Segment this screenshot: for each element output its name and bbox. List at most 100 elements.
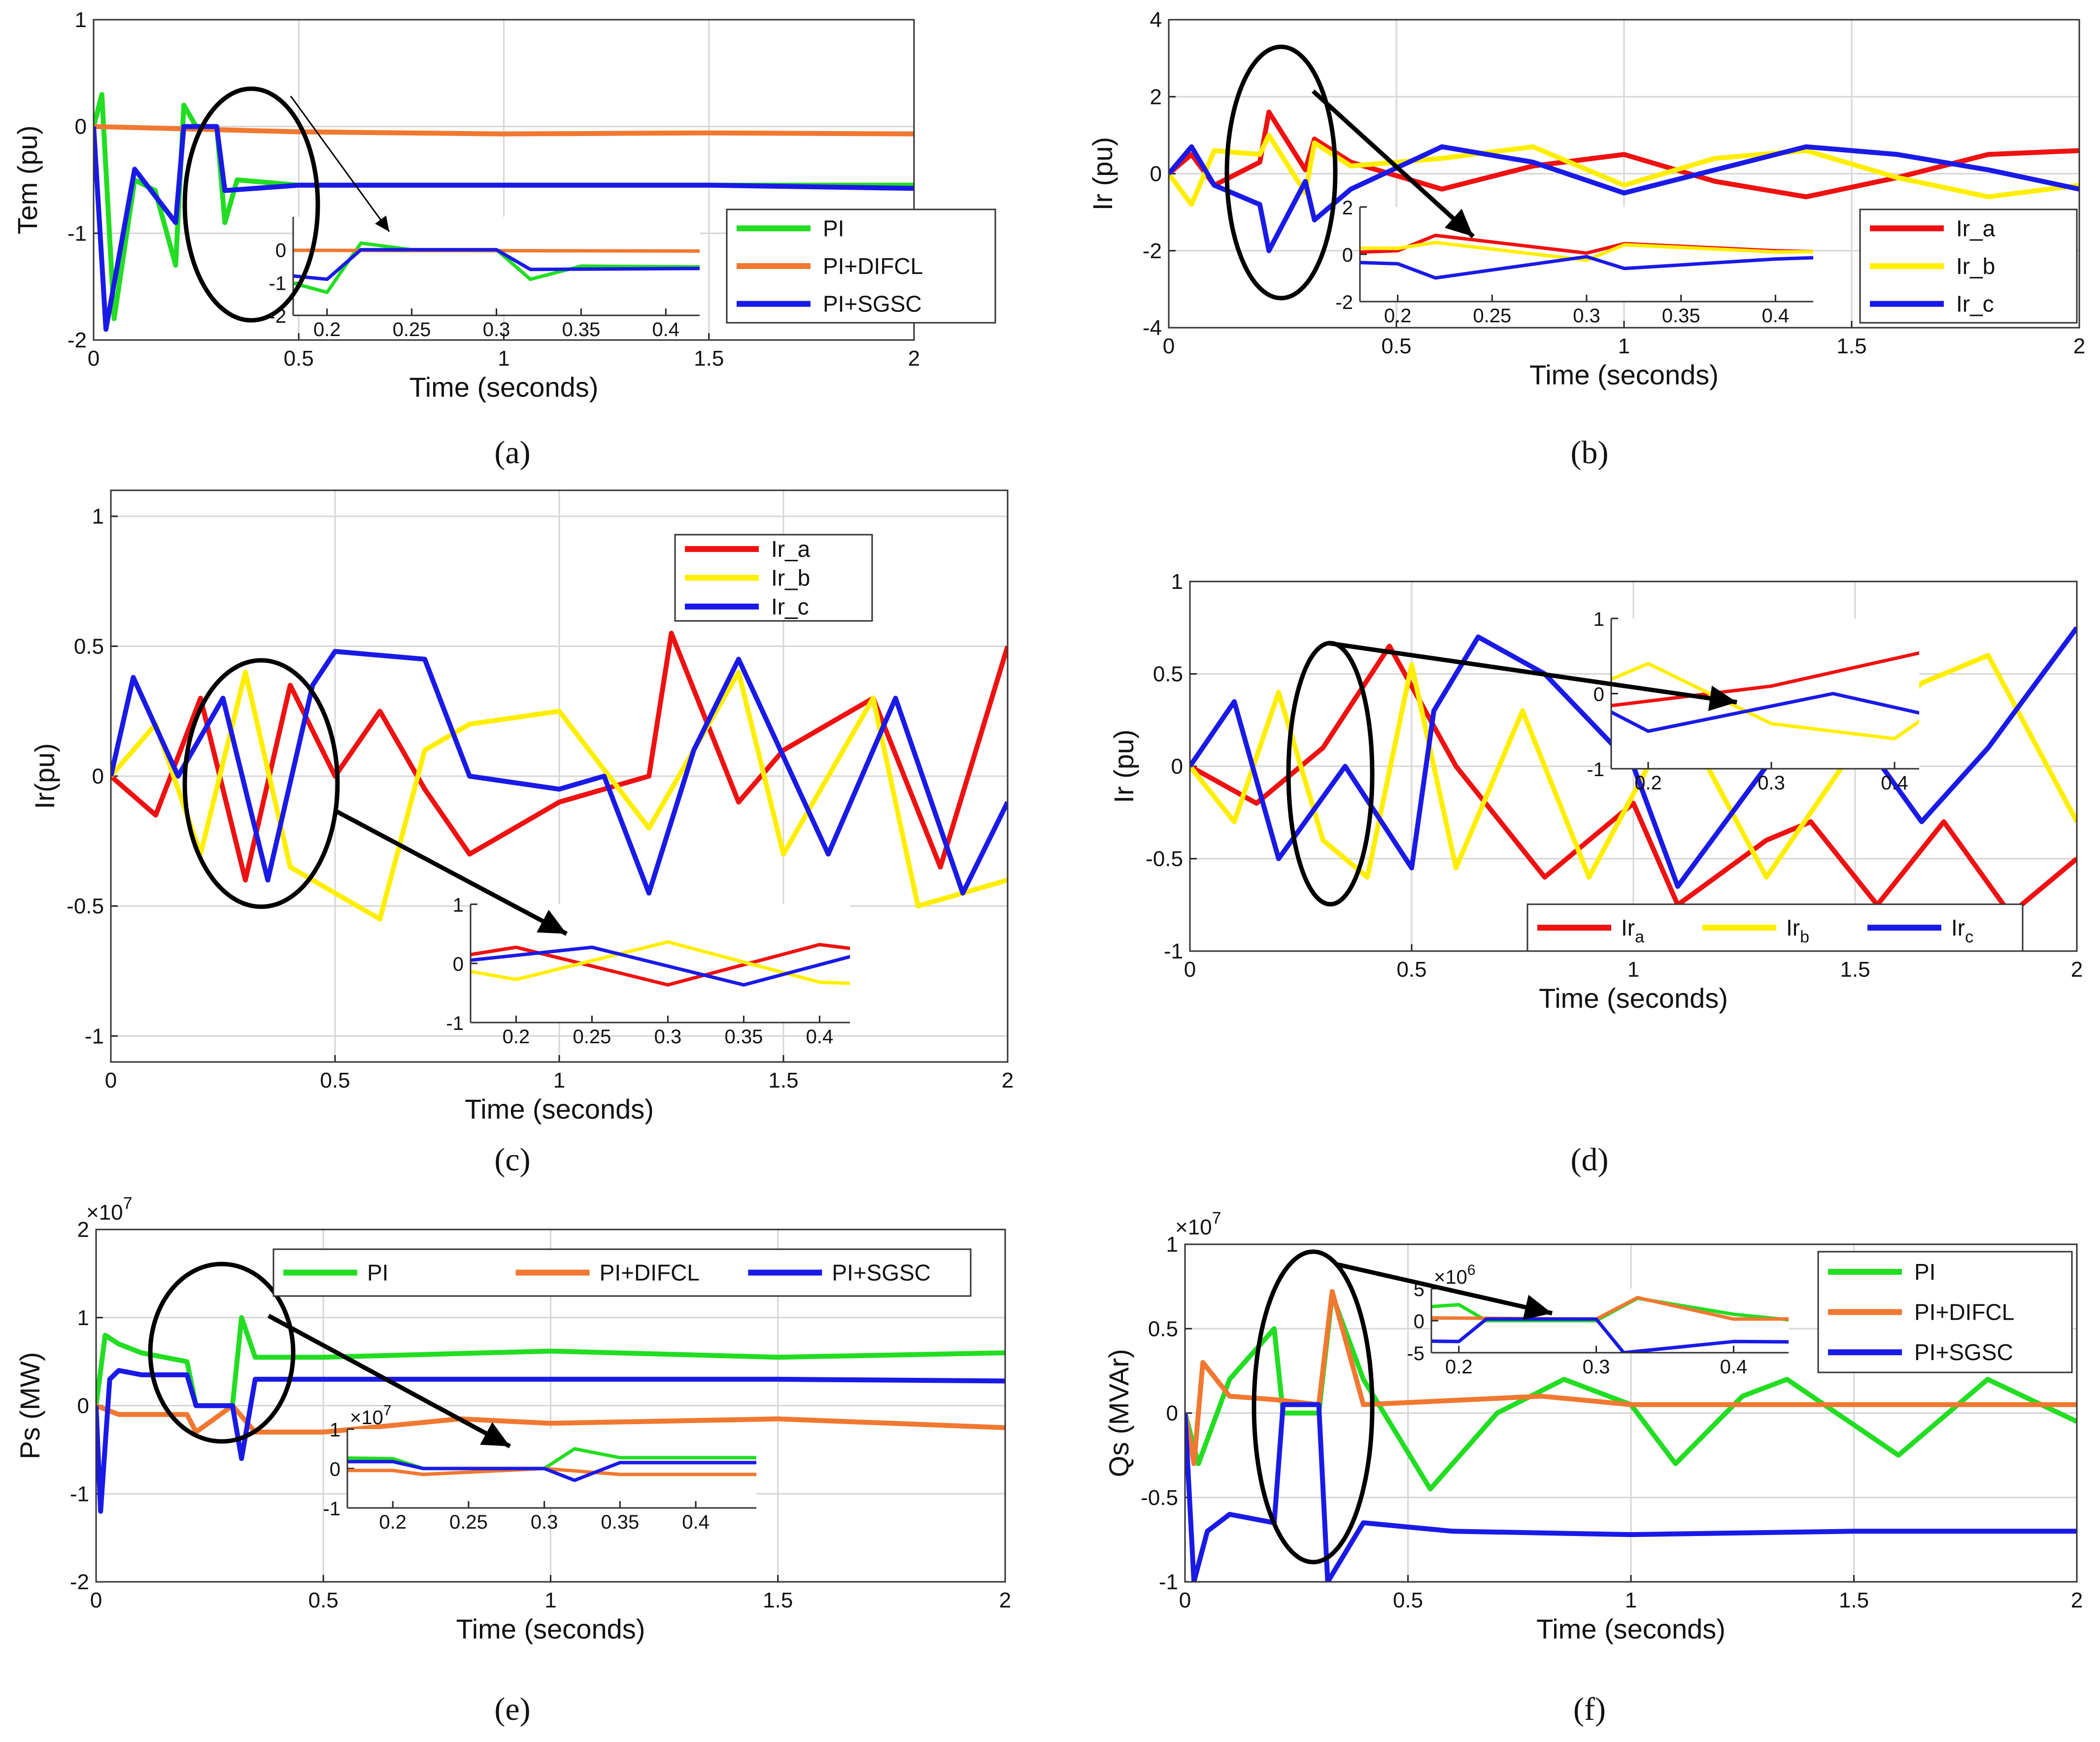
- panel-c-label: (c): [494, 1142, 530, 1178]
- chart-d-inset-ytick-label: 0: [1593, 684, 1604, 706]
- chart-a-xtick-label: 0: [88, 346, 100, 371]
- chart-c-zoom-arrow: [334, 809, 568, 936]
- chart-f-inset-series-3: [1431, 1317, 1789, 1353]
- chart-b-inset-xtick-label: 0.4: [1762, 305, 1790, 327]
- chart-d-zoom-arrow: [1327, 641, 1737, 705]
- chart-d-xlabel: Time (seconds): [1539, 983, 1728, 1014]
- chart-f-inset-series-group: [1431, 1296, 1789, 1353]
- chart-e-legend-label-1: PI: [367, 1260, 388, 1286]
- chart-d-ytick-label: 0: [1171, 754, 1183, 779]
- chart-f-legend-label-3: PI+SGSC: [1914, 1339, 2013, 1365]
- chart-f-xlabel: Time (seconds): [1536, 1613, 1726, 1644]
- chart-d-legend: Ira Irb Irc: [1526, 903, 2024, 952]
- chart-a-legend: PI PI+DIFCL PI+SGSC: [726, 208, 996, 324]
- chart-b-legend-label-1: Ir_a: [1956, 215, 1996, 241]
- chart-c-inset-series-1: [471, 943, 850, 987]
- chart-e-inset-xtick-label: 0.35: [601, 1511, 639, 1533]
- chart-b-legend: Ir_a Ir_b Ir_c: [1859, 208, 2078, 324]
- chart-f-xtick-label: 2: [2071, 1588, 2083, 1612]
- chart-b-ytick-label: 0: [1150, 162, 1162, 186]
- chart-e-xtick-label: 1: [544, 1588, 556, 1612]
- chart-a-ytick-label: -1: [68, 221, 87, 245]
- chart-b-legend-label-2: Ir_b: [1956, 253, 1995, 279]
- chart-c-inset-xtick-label: 0.4: [806, 1026, 834, 1048]
- chart-a-inset: 0.2 0.25 0.3 0.35 0.4-2-10: [269, 217, 700, 341]
- chart-a-inset-series-3: [293, 248, 700, 281]
- panel-f: (f): [1573, 1691, 1606, 1727]
- chart-c-legend-label-1: Ir_a: [771, 536, 811, 562]
- chart-a-ytick-label: -2: [68, 328, 87, 352]
- chart-e-ytick-label: 2: [77, 1218, 89, 1242]
- chart-e-ytick-label: -2: [70, 1570, 89, 1594]
- chart-b-inset: 0.2 0.25 0.3 0.35 0.4 -2 0 2: [1335, 197, 1813, 327]
- chart-a-frame: [93, 19, 915, 341]
- chart-e-zoom-ellipse: [148, 1262, 296, 1444]
- chart-d-inset-series-1: [1611, 651, 1919, 708]
- chart-b-ytick-label: 2: [1150, 85, 1162, 109]
- chart-d-ytick-label: -1: [1164, 939, 1183, 963]
- chart-c-legend: Ir_a Ir_b Ir_c: [674, 534, 873, 622]
- chart-c-ytick-label: -1: [85, 1024, 104, 1048]
- chart-a-zoom-arrowhead: [375, 215, 389, 232]
- chart-d-zoom-arrowhead: [1708, 685, 1737, 711]
- chart-e-exponent: ×107: [86, 1194, 133, 1225]
- chart-b-ytick-label: 4: [1150, 8, 1162, 32]
- chart-e-frame: [95, 1229, 1006, 1583]
- chart-e-legend: PI PI+DIFCL PI+SGSC: [272, 1248, 972, 1297]
- chart-e-ylabel: Ps (MW): [14, 1352, 45, 1460]
- chart-e-inset-series-3: [347, 1460, 756, 1482]
- chart-c-frame: [110, 489, 1009, 1063]
- chart-b-ylabel: Ir (pu): [1087, 137, 1118, 210]
- chart-f-ytick-label: 0.5: [1148, 1317, 1178, 1341]
- chart-d-inset-xtick-label: 0.3: [1758, 772, 1785, 794]
- chart-b-inset-ytick-label: 0: [1342, 244, 1353, 266]
- chart-f-series-1: [1185, 1292, 2077, 1492]
- chart-b-zoom-arrow: [1311, 89, 1475, 239]
- chart-d-inset-ytick-label: 1: [1593, 609, 1604, 630]
- chart-a-ylabel: Tem (pu): [12, 126, 43, 235]
- chart-c-xlabel: Time (seconds): [465, 1093, 654, 1125]
- chart-a-xtick-label: 1: [498, 346, 509, 371]
- chart-d-series-1: [1190, 644, 2077, 917]
- chart-c-xtick-label: 1: [553, 1068, 565, 1093]
- chart-b-ytick-label: -4: [1143, 316, 1162, 340]
- panel-e-label: (e): [494, 1691, 530, 1727]
- chart-e-inset-xtick-label: 0.3: [531, 1511, 558, 1533]
- chart-e-legend-box: [272, 1248, 972, 1297]
- chart-d-inset-series-group: [1611, 651, 1919, 741]
- chart-c-ytick-label: -0.5: [67, 894, 104, 919]
- panel-d: (d): [1571, 1142, 1609, 1178]
- chart-b: 0 0.5 1 1.5 2 -4 -2 0 2 4 Time (seconds) Ir (pu) 0.2…: [1087, 8, 2085, 390]
- chart-d-xtick-label: 1.5: [1840, 957, 1870, 982]
- chart-d-legend-sub-3: c: [1965, 928, 1973, 947]
- chart-d-ytick-label: 1: [1171, 570, 1183, 594]
- panel-e: (e): [494, 1691, 530, 1727]
- chart-f-exponent: ×107: [1175, 1209, 1221, 1239]
- chart-e-xtick-label: 0: [90, 1588, 102, 1612]
- chart-e-inset-ytick-label: 0: [330, 1459, 340, 1480]
- chart-c-inset: 0.2 0.25 0.3 0.35 0.4 -1 0 1: [446, 894, 850, 1048]
- chart-a-inset-xtick-label: 0.35: [562, 319, 600, 341]
- chart-f-ytick-label: -0.5: [1141, 1486, 1178, 1510]
- chart-c-ytick-label: 0.5: [74, 634, 104, 658]
- chart-a-legend-label-2: PI+DIFCL: [823, 253, 923, 279]
- chart-b-inset-ytick-label: -2: [1335, 292, 1353, 313]
- chart-e: 0 0.5 1 1.5 2 -2 -1 0 1 2 Time (seconds) Ps (MW) ×10…: [14, 1194, 1011, 1644]
- chart-c-zoom-arrowhead: [537, 910, 567, 934]
- chart-f-ytick-label: 0: [1166, 1401, 1178, 1426]
- chart-a-zoom-ellipse: [182, 86, 320, 323]
- chart-d-inset-xtick-label: 0.2: [1634, 772, 1662, 794]
- chart-c-inset-ytick-label: -1: [446, 1013, 464, 1034]
- panel-d-label: (d): [1571, 1142, 1609, 1178]
- chart-f-inset-series-2: [1431, 1296, 1789, 1321]
- chart-c-inset-xtick-label: 0.2: [503, 1026, 530, 1048]
- chart-a-series-2: [94, 124, 914, 137]
- chart-c-series-3: [111, 649, 1008, 896]
- chart-d-ytick-label: -0.5: [1146, 847, 1183, 871]
- chart-c-inset-xtick-label: 0.25: [573, 1026, 611, 1048]
- chart-c-ytick-label: 0: [92, 764, 104, 788]
- chart-d-inset-xtick-label: 0.4: [1881, 772, 1908, 794]
